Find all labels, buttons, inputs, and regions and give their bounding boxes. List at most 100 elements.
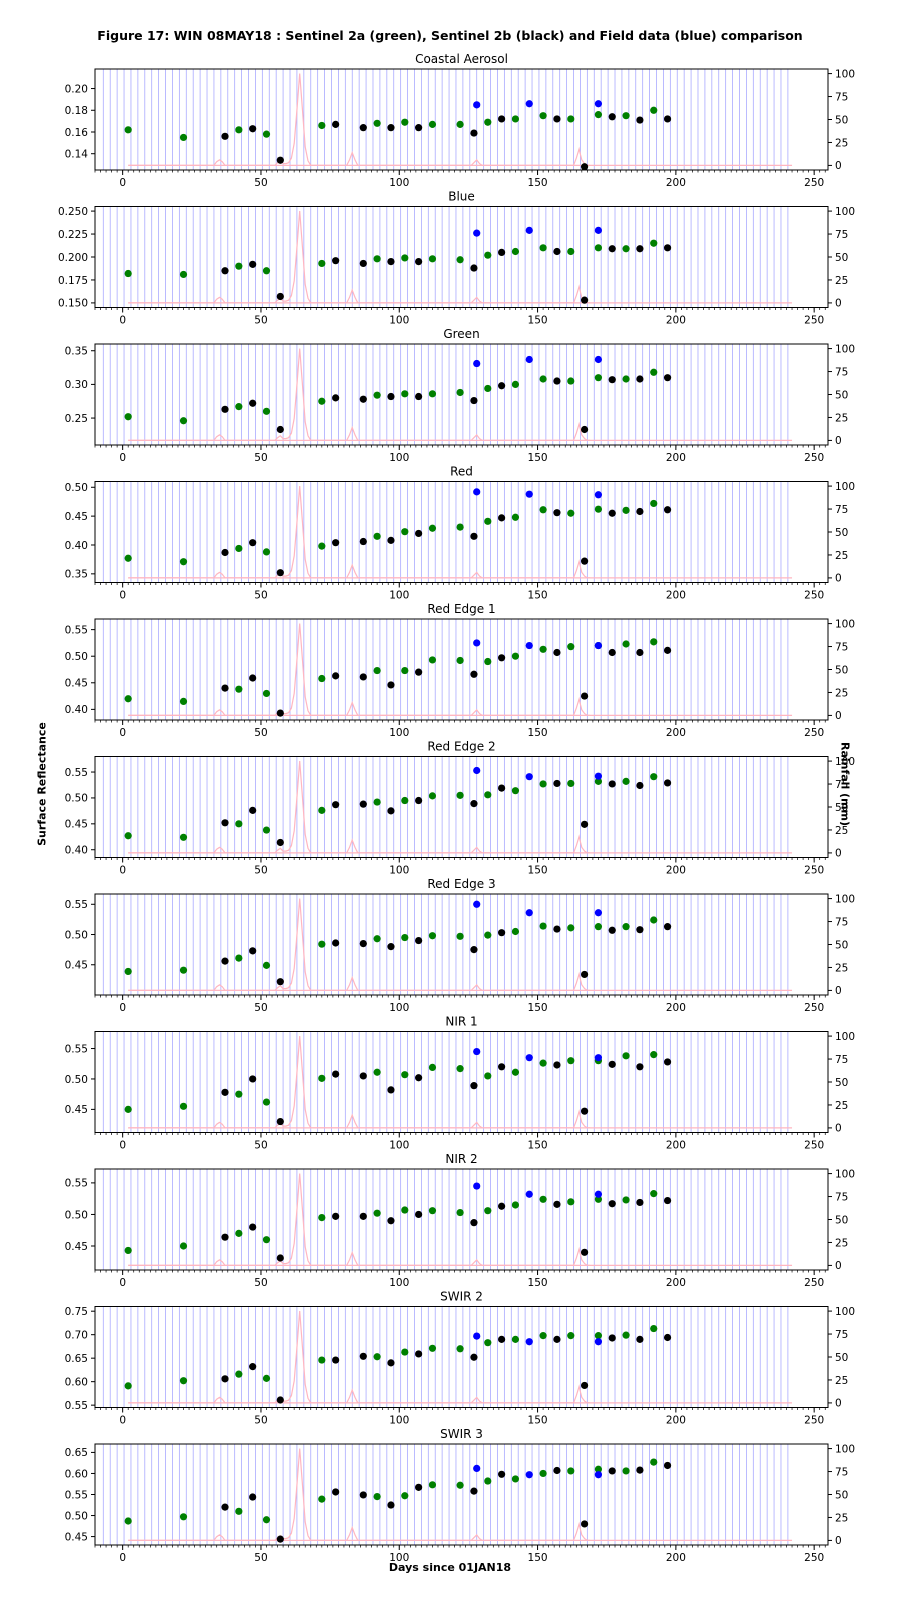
y-tick-label: 0.20	[65, 83, 88, 95]
point-s2b	[221, 132, 229, 140]
point-field	[525, 226, 533, 234]
series-s2a	[124, 773, 658, 841]
x-tick-label: 250	[804, 1415, 824, 1427]
point-s2a	[373, 1353, 381, 1361]
rainfall-tick-label: 0	[835, 985, 842, 997]
point-s2b	[553, 779, 561, 788]
series-s2b	[221, 923, 672, 986]
point-s2a	[428, 524, 437, 532]
x-tick-label: 100	[389, 727, 409, 739]
point-field	[525, 490, 533, 498]
point-s2b	[608, 509, 616, 517]
y-tick-label: 0.40	[65, 704, 88, 716]
rainfall-tick-label: 75	[835, 504, 848, 516]
point-s2a	[179, 697, 188, 705]
point-s2b	[415, 124, 423, 132]
x-tick-label: 50	[254, 727, 267, 739]
series-s2b	[221, 1196, 672, 1262]
point-s2a	[235, 820, 243, 828]
rainfall-tick-label: 25	[835, 1237, 848, 1249]
x-tick-label: 100	[389, 1552, 409, 1564]
point-s2a	[179, 1102, 188, 1110]
point-field	[473, 101, 481, 109]
rainfall-tick-label: 50	[835, 389, 848, 401]
x-tick-label: 150	[528, 177, 548, 189]
y-tick-label: 0.40	[65, 540, 88, 552]
point-s2b	[332, 801, 340, 809]
plot-frame	[94, 618, 829, 721]
point-s2a	[262, 689, 271, 698]
point-s2b	[221, 405, 229, 413]
point-s2b	[221, 267, 229, 275]
series-s2b	[221, 374, 672, 434]
panel-title: Red	[450, 465, 473, 479]
chart-panel: Green 0.25 0.30 0.35 0 25 50 75 100 0 50 100 150 200 2…	[65, 327, 855, 464]
point-s2a	[456, 656, 464, 665]
x-tick-label: 150	[528, 590, 548, 602]
point-s2a	[511, 787, 520, 795]
point-field	[525, 1190, 533, 1198]
point-s2b	[580, 296, 589, 304]
series-s2b	[221, 113, 672, 171]
point-s2b	[553, 1061, 561, 1069]
point-s2b	[332, 539, 340, 547]
point-s2a	[539, 112, 547, 120]
series-field	[473, 355, 603, 368]
x-tick-label: 250	[804, 590, 824, 602]
point-s2a	[262, 407, 271, 415]
plot-frame	[94, 1168, 829, 1271]
series-s2a	[124, 239, 658, 279]
point-s2a	[235, 685, 243, 693]
point-s2b	[663, 1333, 672, 1342]
point-s2a	[594, 1195, 603, 1203]
point-s2a	[567, 1332, 575, 1340]
y-tick-label: 0.45	[65, 678, 88, 690]
point-field	[594, 909, 603, 917]
y-tick-label: 0.35	[65, 346, 88, 358]
x-tick-label: 0	[119, 1277, 126, 1289]
point-s2b	[276, 569, 284, 577]
point-field	[525, 773, 533, 781]
x-tick-label: 150	[528, 1002, 548, 1014]
rainfall-tick-label: 0	[835, 1398, 842, 1410]
plot-frame	[94, 1031, 829, 1133]
point-s2b	[470, 532, 478, 540]
point-s2a	[650, 1324, 658, 1333]
point-field	[473, 639, 481, 647]
point-s2a	[401, 1348, 409, 1356]
x-tick-label: 200	[666, 590, 686, 602]
point-s2b	[553, 648, 561, 657]
rainfall-line	[128, 486, 591, 579]
series-s2b	[221, 506, 672, 577]
point-s2b	[553, 1335, 561, 1343]
chart-panel: NIR 1 0.45 0.50 0.55 0 25 50 75 100 0 50 100 150 200 2…	[65, 1015, 855, 1152]
point-s2b	[498, 248, 506, 257]
point-field	[525, 355, 533, 364]
point-s2b	[249, 125, 257, 133]
point-s2a	[262, 1236, 271, 1244]
point-s2b	[332, 1070, 340, 1078]
point-s2a	[456, 791, 464, 799]
point-s2b	[498, 1063, 506, 1071]
series-field	[473, 488, 603, 499]
point-s2a	[650, 499, 658, 508]
x-tick-label: 250	[804, 315, 824, 327]
point-s2b	[359, 1352, 367, 1360]
point-s2b	[276, 978, 284, 986]
point-s2a	[622, 506, 630, 514]
x-tick-label: 250	[804, 1552, 824, 1564]
point-s2a	[373, 532, 381, 540]
point-s2a	[401, 933, 409, 942]
panel-title: Green	[443, 327, 479, 341]
point-s2b	[415, 668, 423, 676]
point-s2a	[428, 255, 437, 263]
series-s2a	[124, 916, 658, 976]
point-s2b	[332, 257, 340, 265]
point-s2a	[428, 656, 437, 664]
x-tick-label: 200	[666, 1140, 686, 1152]
y-tick-label: 0.14	[65, 149, 89, 161]
y-tick-label: 0.45	[65, 1241, 88, 1253]
rainfall-tick-label: 25	[835, 1100, 848, 1112]
chart-panel: SWIR 2 0.55 0.60 0.65 0.70 0.75 0 25 50 75 100 0 50 1…	[65, 1290, 855, 1427]
point-s2a	[594, 1332, 603, 1340]
